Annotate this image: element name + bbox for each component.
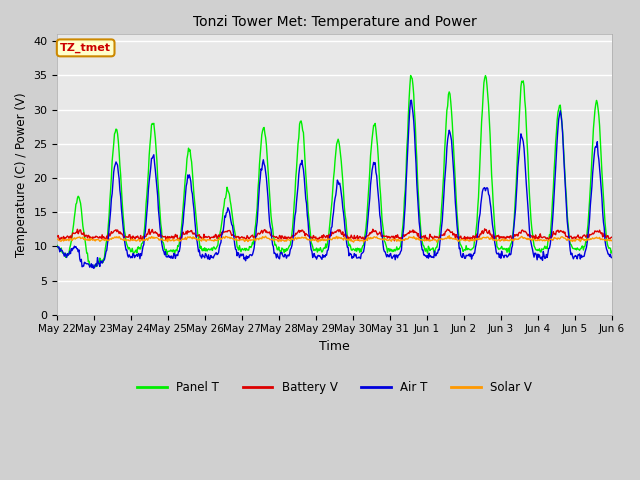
Legend: Panel T, Battery V, Air T, Solar V: Panel T, Battery V, Air T, Solar V <box>132 377 537 399</box>
X-axis label: Time: Time <box>319 340 350 353</box>
Text: TZ_tmet: TZ_tmet <box>60 43 111 53</box>
Y-axis label: Temperature (C) / Power (V): Temperature (C) / Power (V) <box>15 92 28 257</box>
Title: Tonzi Tower Met: Temperature and Power: Tonzi Tower Met: Temperature and Power <box>193 15 477 29</box>
